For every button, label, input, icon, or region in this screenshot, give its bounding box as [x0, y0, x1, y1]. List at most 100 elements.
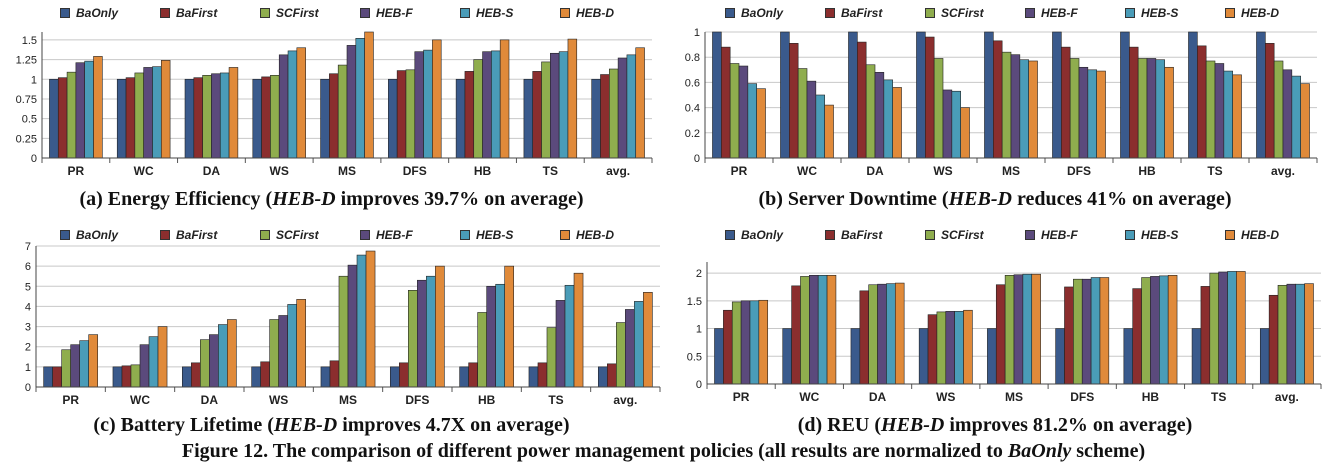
legend-item: SCFirst — [925, 228, 1025, 242]
bar — [1096, 70, 1106, 159]
bar — [591, 78, 601, 159]
bar — [617, 57, 628, 159]
y-tick-label: 2 — [696, 268, 702, 280]
bar — [1031, 273, 1041, 385]
bar — [1236, 271, 1246, 385]
bar — [202, 75, 212, 159]
bar — [1273, 60, 1284, 159]
bar — [723, 309, 733, 385]
bar — [356, 254, 367, 388]
chart-panel-reu: BaOnly BaFirst SCFirst HEB-F HEB-S HEB-D 0 0.5… — [663, 222, 1327, 440]
x-tick-label: avg. — [1271, 164, 1295, 178]
legend-swatch — [1225, 8, 1235, 18]
bar — [468, 362, 478, 388]
y-tick-label: 1.5 — [22, 35, 37, 47]
bar — [1214, 63, 1225, 159]
bar — [139, 344, 150, 388]
bar — [995, 284, 1006, 385]
chart-panel-server-downtime: BaOnly BaFirst SCFirst HEB-F HEB-S HEB-D 0 0.2… — [663, 0, 1327, 215]
bar — [1164, 66, 1174, 159]
x-tick-label: WC — [134, 164, 154, 178]
bar — [1013, 274, 1024, 385]
bar — [125, 77, 136, 159]
bar — [1188, 31, 1198, 159]
legend-item: SCFirst — [260, 228, 360, 242]
bar — [747, 83, 757, 159]
bar — [211, 73, 221, 159]
bar — [528, 366, 539, 388]
legend-label: BaFirst — [176, 228, 218, 242]
bar — [399, 362, 409, 388]
bar — [1191, 328, 1202, 385]
chart-legend: BaOnly BaFirst SCFirst HEB-F HEB-S HEB-D — [725, 228, 1325, 242]
bar — [532, 71, 542, 159]
bar — [337, 64, 348, 159]
legend-label: BaOnly — [741, 228, 784, 242]
bar — [160, 60, 171, 159]
x-tick-label: WS — [933, 164, 952, 178]
bar — [1052, 31, 1062, 159]
bar — [49, 78, 59, 159]
bar — [296, 299, 307, 388]
y-tick-label: 1.5 — [687, 296, 702, 308]
bar — [607, 363, 617, 388]
bar — [815, 94, 825, 159]
bar — [850, 328, 861, 385]
legend-swatch — [725, 8, 735, 18]
bar — [857, 41, 867, 159]
bar — [945, 311, 955, 385]
bar — [1218, 271, 1228, 385]
legend-item: HEB-D — [1225, 228, 1325, 242]
legend-item: HEB-D — [560, 228, 660, 242]
bar — [191, 362, 201, 388]
bar — [616, 322, 626, 388]
bar — [193, 77, 203, 159]
bar — [1123, 328, 1134, 385]
x-tick-label: MS — [1005, 390, 1023, 404]
chart-caption: (a) Energy Efficiency (HEB-D improves 39… — [79, 188, 584, 210]
bar — [389, 366, 400, 388]
legend-label: BaOnly — [741, 6, 784, 20]
bar — [558, 51, 569, 159]
legend-item: HEB-S — [1125, 228, 1225, 242]
bar — [1159, 275, 1169, 385]
bar — [148, 336, 159, 388]
x-tick-label: MS — [1002, 164, 1020, 178]
x-tick-label: DA — [866, 164, 884, 178]
bar — [600, 74, 610, 159]
legend-swatch — [1125, 230, 1135, 240]
bar — [1232, 74, 1242, 159]
legend-swatch — [925, 230, 935, 240]
bar — [355, 37, 365, 159]
bar — [865, 64, 876, 159]
figure-caption: Figure 12. The comparison of different p… — [181, 440, 1146, 462]
bar — [504, 265, 515, 388]
y-tick-label: 0.75 — [16, 94, 37, 106]
bar-chart-reu: 0 0.5 1 1.5 2 PR WC DA WS MS DFS HB TS avg. — [687, 262, 1322, 404]
bar — [52, 366, 62, 388]
bar — [1010, 54, 1021, 159]
bar — [782, 328, 792, 385]
legend-swatch — [460, 8, 470, 18]
bar — [817, 275, 828, 385]
bar — [740, 300, 751, 385]
legend-label: HEB-F — [1041, 6, 1078, 20]
legend-label: HEB-S — [1141, 228, 1179, 242]
bar — [1291, 75, 1301, 159]
bar — [546, 327, 557, 388]
x-tick-label: PR — [733, 390, 750, 404]
legend-item: HEB-S — [460, 6, 560, 20]
y-tick-label: 2 — [25, 342, 31, 354]
bar — [1265, 43, 1275, 159]
bar — [260, 361, 270, 388]
y-tick-label: 0.2 — [685, 128, 700, 140]
x-tick-label: DFS — [403, 164, 427, 178]
x-tick-label: DA — [201, 393, 219, 407]
legend-label: HEB-F — [1041, 228, 1078, 242]
bar — [181, 366, 192, 388]
y-tick-label: 0 — [25, 382, 31, 394]
legend-label: BaOnly — [76, 228, 119, 242]
bar — [635, 47, 645, 159]
bar — [486, 285, 496, 388]
bar — [1120, 31, 1130, 159]
